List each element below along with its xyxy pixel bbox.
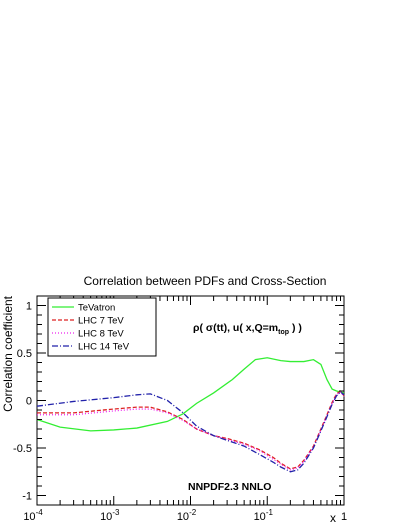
y-tick-label: -0.5 xyxy=(13,443,32,455)
x-tick-exponent: -3 xyxy=(112,508,120,517)
y-tick-label: 1 xyxy=(26,301,32,313)
rho-annotation-text: ρ( σ(tt), u( x,Q=m xyxy=(193,322,278,334)
legend-label: LHC 14 TeV xyxy=(78,342,130,353)
x-tick-exponent: -4 xyxy=(36,508,44,517)
x-tick-label: 10-3 xyxy=(100,508,120,523)
legend-label: LHC 7 TeV xyxy=(78,316,124,327)
legend: TeVatron LHC 7 TeV LHC 8 TeV LHC 14 TeV xyxy=(47,297,157,357)
series-line xyxy=(37,391,345,471)
legend-label: TeVatron xyxy=(78,303,115,314)
y-tick-label: -1 xyxy=(22,491,32,503)
series-line xyxy=(36,357,345,432)
x-tick-base: 10 xyxy=(100,511,112,523)
rho-annotation-subscript: top xyxy=(278,329,289,336)
x-tick-base: 10 xyxy=(23,511,35,523)
y-axis-label: Correlation coefficient xyxy=(1,295,15,412)
rho-annotation-close: ) ) xyxy=(289,322,302,334)
legend-label: LHC 8 TeV xyxy=(78,329,124,340)
x-tick-label: 10-2 xyxy=(177,508,197,523)
rho-annotation: ρ( σ(tt), u( x,Q=mtop ) ) xyxy=(193,322,302,336)
plot-area xyxy=(36,357,345,473)
y-tick-label: 0 xyxy=(26,396,32,408)
x-tick-exponent: -2 xyxy=(189,508,197,517)
series-line xyxy=(36,391,345,473)
y-tick-label: 0.5 xyxy=(17,348,32,360)
x-tick-label: 10-1 xyxy=(254,508,274,523)
x-tick-base: 10 xyxy=(177,511,189,523)
x-tick-exponent: -1 xyxy=(266,508,274,517)
x-tick-label: 1 xyxy=(341,511,347,523)
x-tick-base: 1 xyxy=(341,511,347,523)
chart-title: Correlation between PDFs and Cross-Secti… xyxy=(84,274,327,288)
legend-items: TeVatron LHC 7 TeV LHC 8 TeV LHC 14 TeV xyxy=(52,303,130,353)
x-axis-label: x xyxy=(330,511,336,525)
nnpdf-annotation: NNPDF2.3 NNLO xyxy=(188,481,271,493)
tick-labels: 10-4 10-3 10-2 10-1 1-1-0.500.51 xyxy=(13,301,347,524)
x-tick-base: 10 xyxy=(254,511,266,523)
x-tick-label: 10-4 xyxy=(23,508,43,523)
series-line xyxy=(37,390,345,470)
